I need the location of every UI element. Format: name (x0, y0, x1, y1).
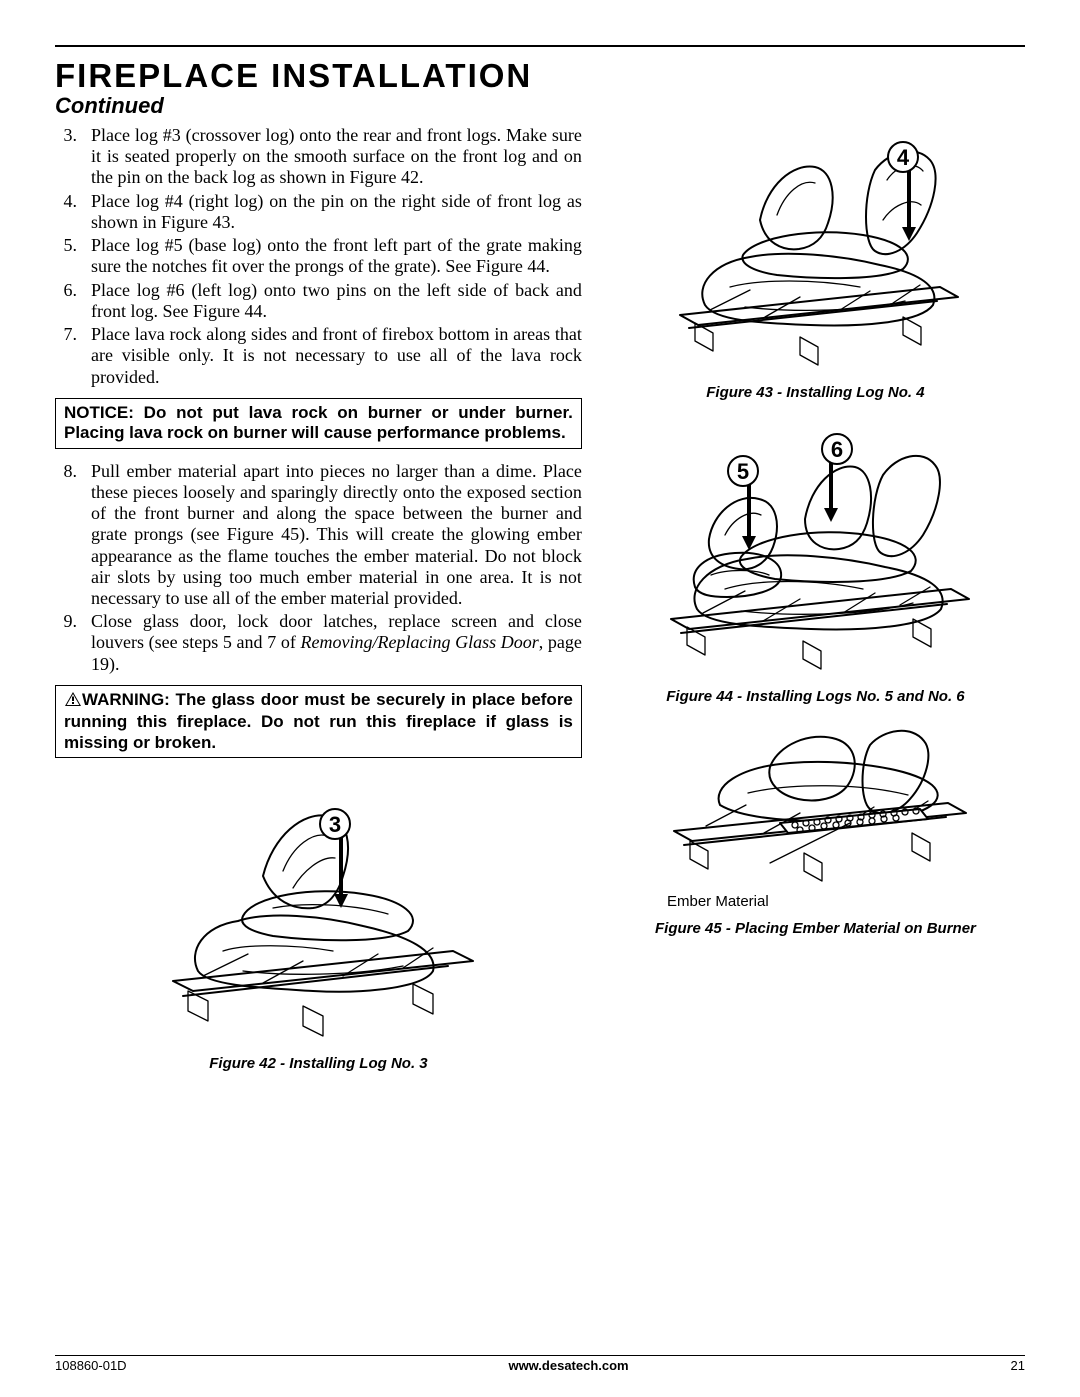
step-6: 6. Place log #6 (left log) onto two pins… (55, 280, 582, 322)
step9-ital: Removing/Replacing Glass Door (301, 632, 539, 652)
figure-43-badge: 4 (897, 145, 910, 170)
figure-43-svg: 4 (665, 125, 965, 375)
step-text: Place log #6 (left log) onto two pins on… (91, 280, 582, 322)
warning-text: WARNING: The glass door must be securely… (64, 690, 573, 752)
step-number: 4. (55, 191, 91, 233)
step-9: 9. Close glass door, lock door latches, … (55, 611, 582, 675)
figure-45-svg (660, 723, 970, 888)
footer: 108860-01D www.desatech.com 21 (55, 1355, 1025, 1373)
step-text: Place log #3 (crossover log) onto the re… (91, 125, 582, 189)
top-rule (55, 45, 1025, 47)
right-column: 4 Figure 43 - Installing Log No. 4 (606, 125, 1025, 1090)
step-7: 7. Place lava rock along sides and front… (55, 324, 582, 388)
step-4: 4. Place log #4 (right log) on the pin o… (55, 191, 582, 233)
figure-43-caption: Figure 43 - Installing Log No. 4 (665, 384, 965, 401)
figure-44-svg: 5 6 (655, 419, 975, 679)
left-column: 3. Place log #3 (crossover log) onto the… (55, 125, 582, 1090)
figure-45: Ember Material Figure 45 - Placing Ember… (655, 723, 976, 955)
step-5: 5. Place log #5 (base log) onto the fron… (55, 235, 582, 277)
figure-44: 5 6 Figure 44 - Installing Logs No. 5 an… (655, 419, 975, 723)
step-text: Place lava rock along sides and front of… (91, 324, 582, 388)
step-3: 3. Place log #3 (crossover log) onto the… (55, 125, 582, 189)
figure-43: 4 Figure 43 - Installing Log No. 4 (665, 125, 965, 419)
step-number: 3. (55, 125, 91, 189)
figure-42-svg: 3 (153, 776, 483, 1046)
figure-45-label: Ember Material (667, 893, 965, 910)
figure-42: 3 Figure 42 - Installing Log No. 3 (55, 776, 582, 1072)
warning-box: WARNING: The glass door must be securely… (55, 685, 582, 758)
step-text: Place log #5 (base log) onto the front l… (91, 235, 582, 277)
page-subtitle: Continued (55, 93, 1025, 119)
step-number: 9. (55, 611, 91, 675)
step-text: Close glass door, lock door latches, rep… (91, 611, 582, 675)
footer-rule (55, 1355, 1025, 1356)
step-8: 8. Pull ember material apart into pieces… (55, 461, 582, 610)
steps-list-a: 3. Place log #3 (crossover log) onto the… (55, 125, 582, 388)
step-number: 7. (55, 324, 91, 388)
step-text: Place log #4 (right log) on the pin on t… (91, 191, 582, 233)
figure-45-caption: Figure 45 - Placing Ember Material on Bu… (655, 920, 976, 937)
step-number: 6. (55, 280, 91, 322)
step-number: 8. (55, 461, 91, 610)
figure-44-badge-5: 5 (737, 459, 749, 484)
steps-list-b: 8. Pull ember material apart into pieces… (55, 461, 582, 675)
figure-42-caption: Figure 42 - Installing Log No. 3 (55, 1055, 582, 1072)
warning-icon (64, 691, 82, 712)
step-text: Pull ember material apart into pieces no… (91, 461, 582, 610)
step-number: 5. (55, 235, 91, 277)
footer-doc-id: 108860-01D (55, 1358, 127, 1373)
columns: 3. Place log #3 (crossover log) onto the… (55, 125, 1025, 1090)
figure-44-badge-6: 6 (831, 437, 843, 462)
notice-box: NOTICE: Do not put lava rock on burner o… (55, 398, 582, 449)
footer-page-number: 21 (1011, 1358, 1025, 1373)
page-title: Fireplace Installation (55, 57, 1025, 95)
figure-44-caption: Figure 44 - Installing Logs No. 5 and No… (655, 688, 975, 705)
figure-42-badge: 3 (329, 812, 341, 837)
footer-url: www.desatech.com (508, 1358, 628, 1373)
